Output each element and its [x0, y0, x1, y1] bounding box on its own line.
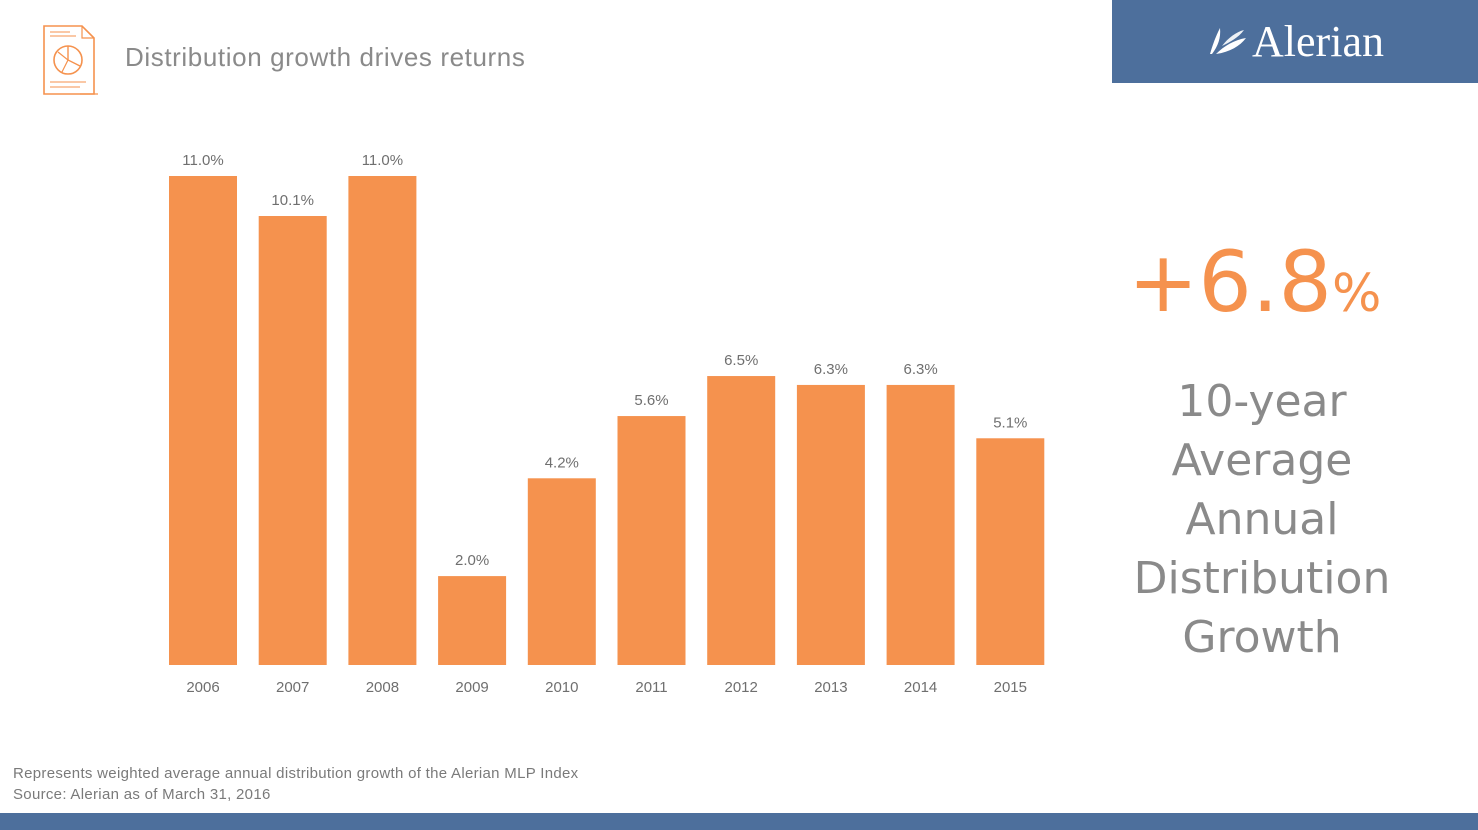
x-tick-label-2008: 2008	[366, 679, 399, 696]
alerian-logo-icon	[1210, 27, 1247, 54]
bar-2011	[617, 416, 686, 665]
stat-value: +6.8	[1128, 233, 1332, 331]
footnote-description: Represents weighted average annual distr…	[13, 765, 579, 782]
x-tick-label-2013: 2013	[814, 679, 847, 696]
stat-caption-line: Distribution	[1133, 553, 1391, 604]
footnote: Represents weighted average annual distr…	[13, 763, 578, 805]
average-growth-stat: +6.8%	[1128, 240, 1398, 324]
bar-2009	[438, 576, 507, 665]
data-label-2015: 5.1%	[993, 414, 1027, 431]
x-tick-label-2010: 2010	[545, 679, 578, 696]
x-tick-label-2014: 2014	[904, 679, 937, 696]
x-tick-label-2009: 2009	[455, 679, 488, 696]
data-label-2012: 6.5%	[724, 352, 758, 369]
bar-2008	[348, 176, 417, 665]
bar-2006	[169, 176, 237, 665]
data-label-2008: 11.0%	[362, 152, 403, 169]
x-tick-label-2011: 2011	[635, 679, 667, 696]
x-tick-label-2007: 2007	[276, 679, 309, 696]
bar-2010	[527, 478, 596, 665]
stat-caption-line: Growth	[1182, 612, 1342, 663]
bar-2015	[976, 438, 1045, 665]
bar-2014	[886, 384, 955, 665]
x-tick-label-2006: 2006	[186, 679, 219, 696]
data-label-2014: 6.3%	[903, 361, 937, 378]
data-label-2010: 4.2%	[545, 454, 579, 471]
data-label-2011: 5.6%	[634, 392, 668, 409]
footnote-source: Source: Alerian as of March 31, 2016	[13, 786, 271, 803]
x-tick-label-2012: 2012	[725, 679, 758, 696]
brand-logo: Alerian	[1112, 0, 1478, 83]
stat-caption-line: Average	[1171, 435, 1353, 486]
data-label-2013: 6.3%	[814, 361, 848, 378]
x-tick-label-2015: 2015	[994, 679, 1027, 696]
stat-caption: 10-year Average Annual Distribution Grow…	[1112, 372, 1412, 667]
bar-2012	[707, 376, 776, 665]
bar-2013	[796, 384, 865, 665]
data-label-2009: 2.0%	[455, 552, 489, 569]
report-chart-icon	[43, 25, 98, 95]
bar-2007	[258, 216, 327, 665]
stat-suffix: %	[1331, 264, 1382, 324]
data-label-2007: 10.1%	[271, 192, 314, 209]
data-label-2006: 11.0%	[182, 152, 223, 169]
stat-caption-line: Annual	[1185, 494, 1339, 545]
bottom-bar	[0, 813, 1478, 830]
brand-name: Alerian	[1252, 16, 1384, 66]
page-title: Distribution growth drives returns	[125, 42, 526, 72]
stat-caption-line: 10-year	[1177, 376, 1347, 427]
